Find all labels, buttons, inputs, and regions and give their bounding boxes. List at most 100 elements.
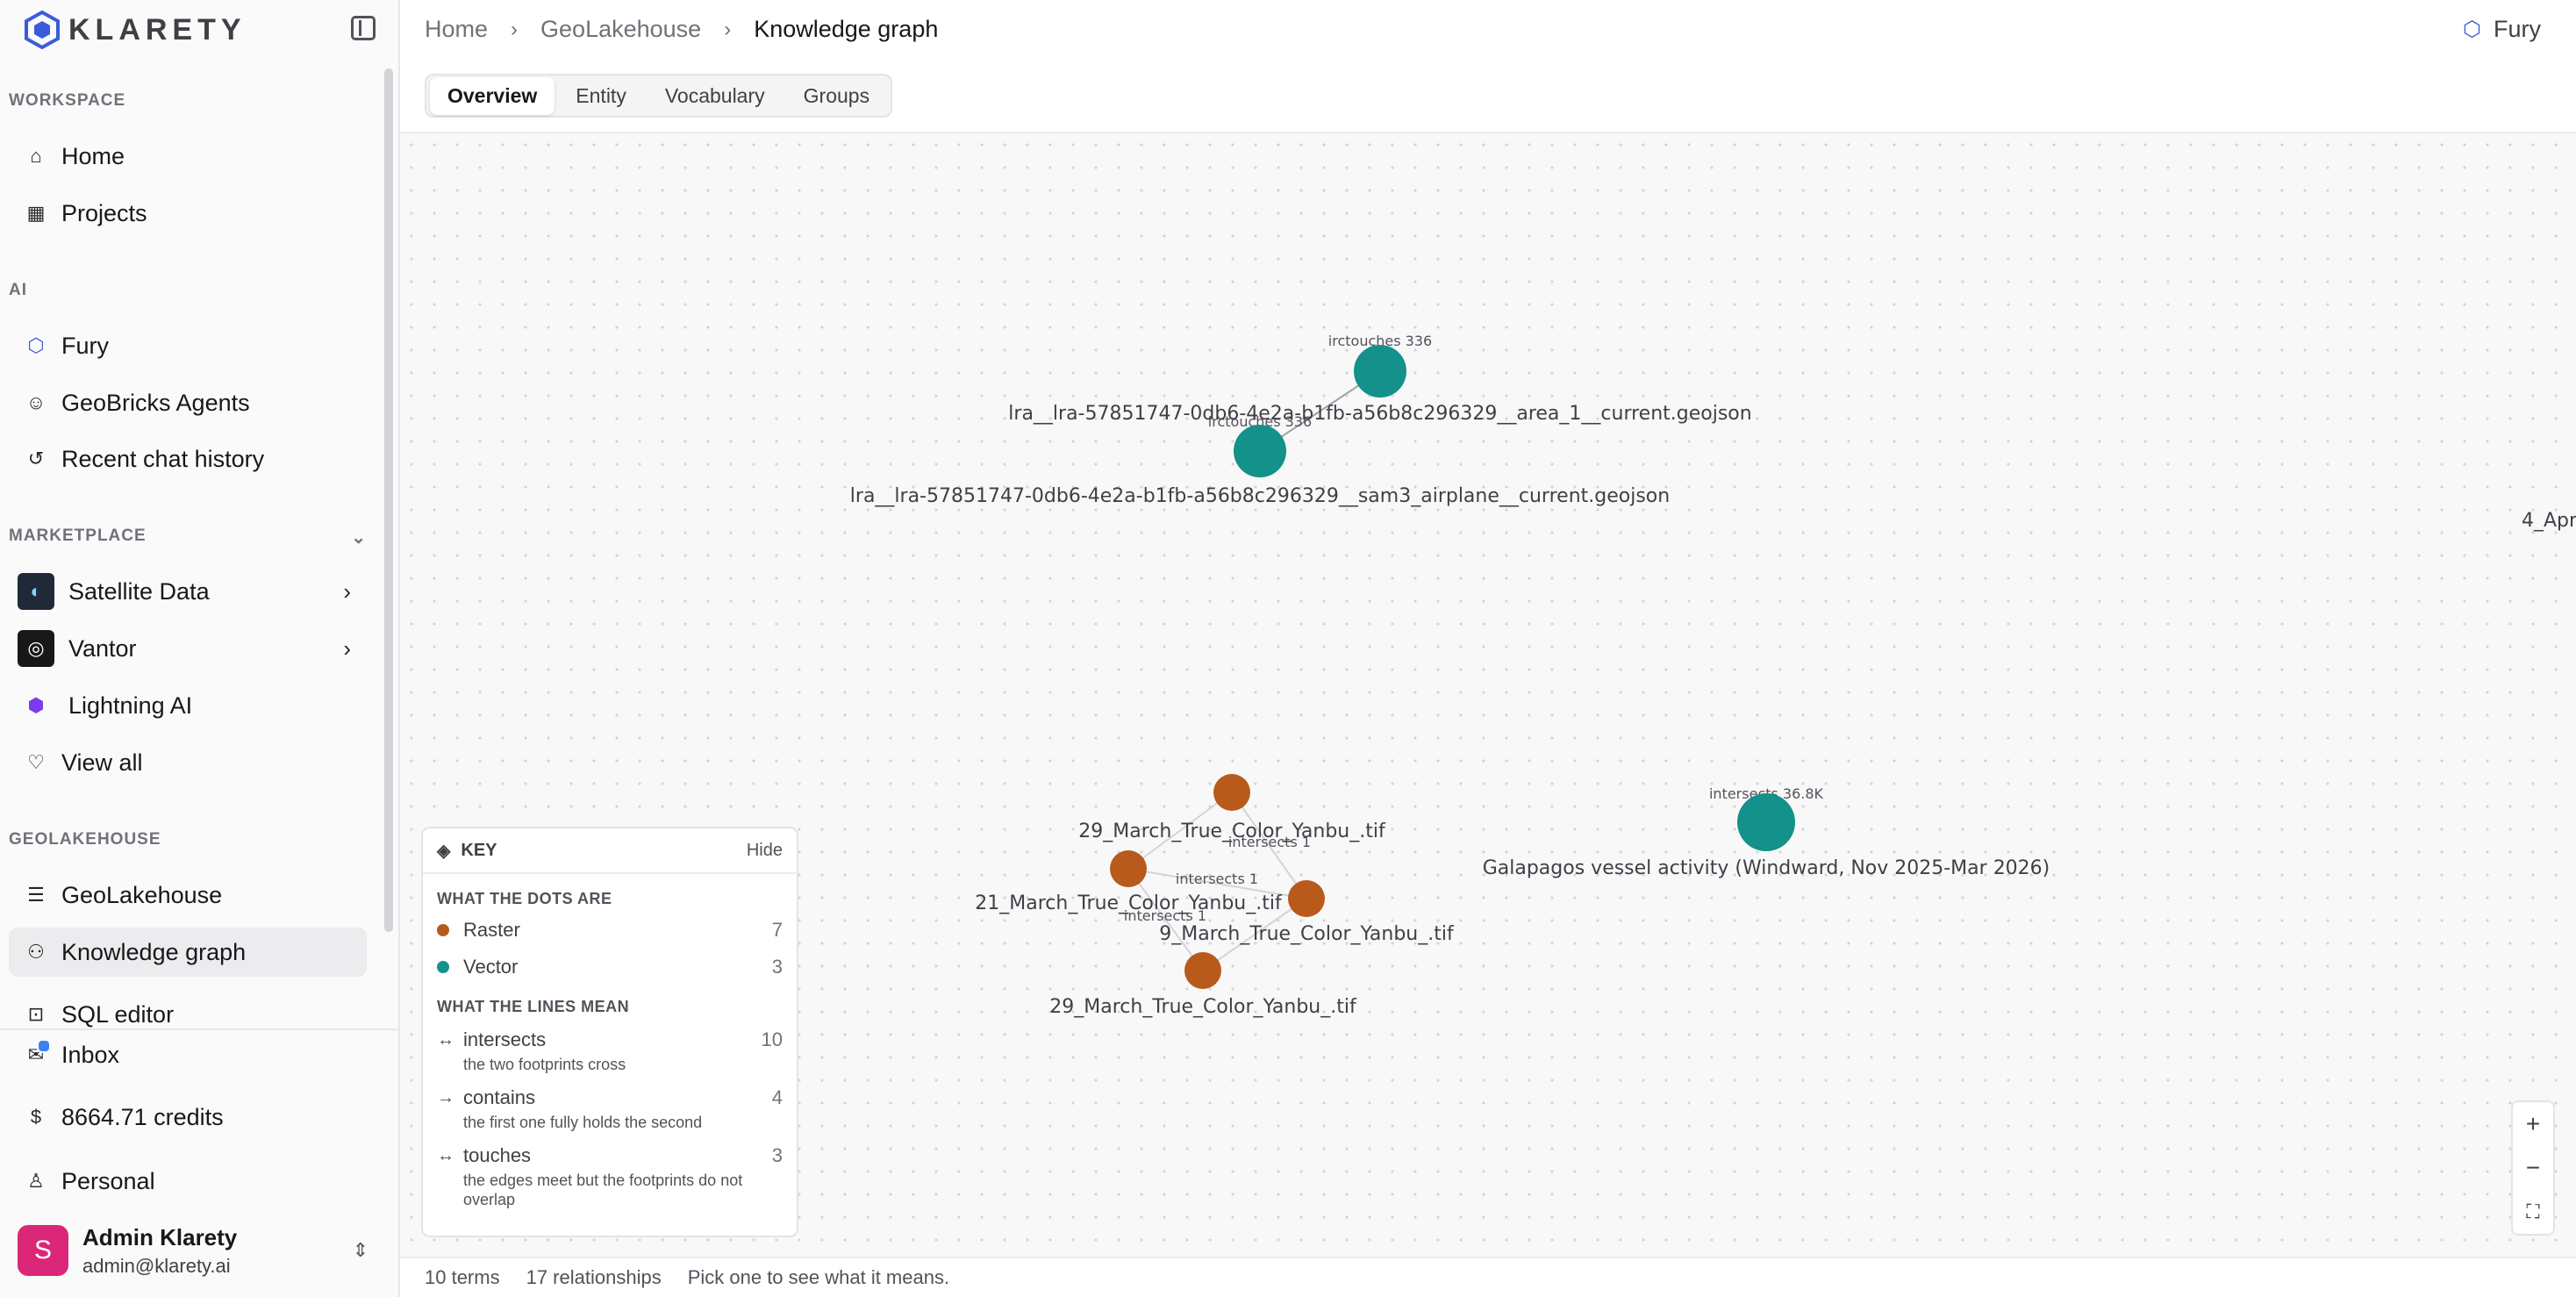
key-line-label: contains	[463, 1086, 535, 1108]
chevron-updown-icon: ⇕	[352, 1239, 369, 1261]
edge-label: irctouches 336	[1328, 333, 1432, 349]
breadcrumb-current: Knowledge graph	[754, 16, 939, 42]
sidebar-footer-divider	[0, 1028, 398, 1030]
graph-edge[interactable]	[1127, 792, 1233, 870]
sidebar-item-lightning-ai[interactable]: ⬢ Lightning AI	[9, 681, 367, 730]
user-icon: ♙	[27, 1170, 45, 1192]
user-email: admin@klarety.ai	[82, 1254, 231, 1277]
sidebar-item-knowledge-graph[interactable]: ⚇ Knowledge graph	[9, 928, 367, 977]
status-bar: 10 terms 17 relationships Pick one to se…	[400, 1257, 2576, 1297]
edge-label: irctouches 336	[1208, 413, 1312, 430]
user-menu[interactable]: S Admin Klarety admin@klarety.ai ⇕	[18, 1218, 377, 1283]
graph-node-raster[interactable]	[1288, 880, 1325, 917]
graph-node-vector[interactable]	[1354, 345, 1406, 398]
sidebar-item-fury[interactable]: ⬡ Fury	[9, 321, 367, 370]
sidebar-scrollbar[interactable]	[384, 68, 393, 932]
sidebar-item-recent-chat-history[interactable]: ↺ Recent chat history	[9, 434, 367, 484]
section-marketplace-label: MARKETPLACE	[9, 527, 147, 545]
section-marketplace[interactable]: MARKETPLACE ⌄	[9, 527, 367, 548]
chevron-right-icon: ›	[343, 577, 351, 605]
key-line-touches: ↔ touches 3 the edges meet but the footp…	[423, 1144, 797, 1209]
vantor-icon: ◎	[18, 630, 54, 667]
raster-dot-icon	[437, 924, 449, 936]
terminal-icon: ⊡	[27, 1003, 45, 1025]
graph-edge[interactable]	[1127, 868, 1307, 899]
sidebar-item-label: Recent chat history	[61, 445, 265, 472]
bidirectional-arrow-icon: ↔	[437, 1029, 454, 1050]
graph-edge[interactable]	[1231, 792, 1307, 899]
fury-button[interactable]: ⬡ Fury	[2463, 16, 2541, 43]
status-terms: 10 terms	[425, 1266, 500, 1288]
sidebar-item-personal[interactable]: ♙ Personal	[9, 1157, 367, 1206]
graph-edge[interactable]	[1202, 898, 1307, 971]
key-line-label: touches	[463, 1144, 532, 1166]
status-hint: Pick one to see what it means.	[687, 1266, 950, 1288]
sidebar-item-projects[interactable]: ▦ Projects	[9, 189, 367, 238]
key-line-count: 4	[771, 1086, 783, 1108]
key-line-count: 3	[771, 1144, 783, 1166]
zoom-out-button[interactable]: −	[2525, 1154, 2541, 1181]
sidebar-item-view-all[interactable]: ♡ View all	[9, 738, 367, 787]
graph-node-vector[interactable]	[1234, 425, 1286, 477]
dollar-icon: $	[30, 1106, 42, 1128]
key-line-count: 10	[761, 1028, 783, 1050]
sidebar-item-satellite-data[interactable]: ◐ Satellite Data ›	[9, 567, 367, 616]
key-header: ◈ KEY Hide	[423, 828, 797, 874]
tab-vocabulary[interactable]: Vocabulary	[664, 83, 765, 107]
sidebar-item-label: View all	[61, 749, 143, 776]
node-label: 9_March_True_Color_Yanbu_.tif	[1159, 923, 1455, 945]
breadcrumb: Home › GeoLakehouse › Knowledge graph	[425, 16, 938, 43]
user-name: Admin Klarety	[82, 1223, 238, 1250]
key-panel: ◈ KEY Hide WHAT THE DOTS ARE Raster 7 Ve…	[421, 827, 798, 1237]
database-icon: ☰	[27, 884, 45, 906]
sidebar-item-label: Home	[61, 142, 125, 169]
arrow-right-icon: →	[437, 1087, 454, 1107]
user-info: Admin Klarety admin@klarety.ai	[82, 1224, 237, 1278]
sidebar-scroll-clip: ⊡ SQL editor	[0, 985, 383, 1028]
sidebar-item-home[interactable]: ⌂ Home	[9, 132, 367, 181]
layers-icon: ◈	[437, 841, 451, 861]
brand-logo[interactable]: KLARETY	[25, 11, 247, 49]
tab-overview[interactable]: Overview	[430, 76, 555, 115]
graph-node-vector[interactable]	[1737, 793, 1795, 851]
knowledge-graph[interactable]: irctouches 336 irctouches 336 intersects…	[400, 133, 2576, 1258]
key-line-desc: the two footprints cross	[463, 1056, 626, 1073]
sidebar-item-credits[interactable]: $ 8664.71 credits	[9, 1093, 367, 1142]
sidebar-toggle-icon[interactable]	[351, 16, 376, 40]
key-dot-label: Vector	[463, 956, 519, 978]
sidebar-item-vantor[interactable]: ◎ Vantor ›	[9, 624, 367, 673]
edge-label: intersects 1	[1228, 834, 1311, 850]
sidebar-item-inbox[interactable]: ✉ Inbox	[9, 1030, 367, 1079]
sidebar-item-geobricks-agents[interactable]: ☺ GeoBricks Agents	[9, 378, 367, 427]
history-icon: ↺	[27, 448, 45, 469]
key-title: KEY	[461, 840, 497, 860]
chevron-right-icon: ›	[343, 634, 351, 662]
vector-dot-icon	[437, 961, 449, 973]
home-icon: ⌂	[30, 145, 42, 167]
graph-edge[interactable]	[1127, 868, 1204, 971]
breadcrumb-geolakehouse[interactable]: GeoLakehouse	[540, 16, 702, 42]
key-line-intersects: ↔ intersects 10 the two footprints cross	[423, 1028, 797, 1074]
tab-entity[interactable]: Entity	[576, 83, 626, 107]
status-relationships: 17 relationships	[526, 1266, 662, 1288]
breadcrumb-home[interactable]: Home	[425, 16, 489, 42]
bidirectional-arrow-icon: ↔	[437, 1145, 454, 1165]
chevron-down-icon[interactable]: ⌄	[351, 528, 367, 548]
sidebar-item-sql-editor[interactable]: ⊡ SQL editor	[9, 990, 367, 1028]
graph-node-raster[interactable]	[1213, 774, 1250, 811]
fit-view-icon[interactable]: ⛶	[2526, 1200, 2540, 1222]
klarety-logo-icon	[25, 11, 60, 49]
node-label: lra__lra-57851747-0db6-4e2a-b1fb-a56b8c2…	[1008, 403, 1751, 425]
key-line-desc: the edges meet but the footprints do not…	[463, 1172, 743, 1208]
graph-canvas[interactable]: irctouches 336 irctouches 336 intersects…	[400, 132, 2576, 1258]
graph-node-raster[interactable]	[1110, 850, 1147, 887]
sidebar-item-label: Knowledge graph	[61, 938, 247, 965]
inbox-notification-dot	[37, 1039, 51, 1053]
key-hide-button[interactable]: Hide	[746, 840, 783, 860]
sidebar-item-label: Lightning AI	[68, 691, 193, 719]
tab-bar: Overview Entity Vocabulary Groups	[425, 74, 893, 118]
zoom-in-button[interactable]: +	[2525, 1110, 2541, 1137]
tab-groups[interactable]: Groups	[803, 83, 870, 107]
graph-node-raster[interactable]	[1184, 952, 1221, 989]
sidebar-item-geolakehouse[interactable]: ☰ GeoLakehouse	[9, 871, 367, 920]
